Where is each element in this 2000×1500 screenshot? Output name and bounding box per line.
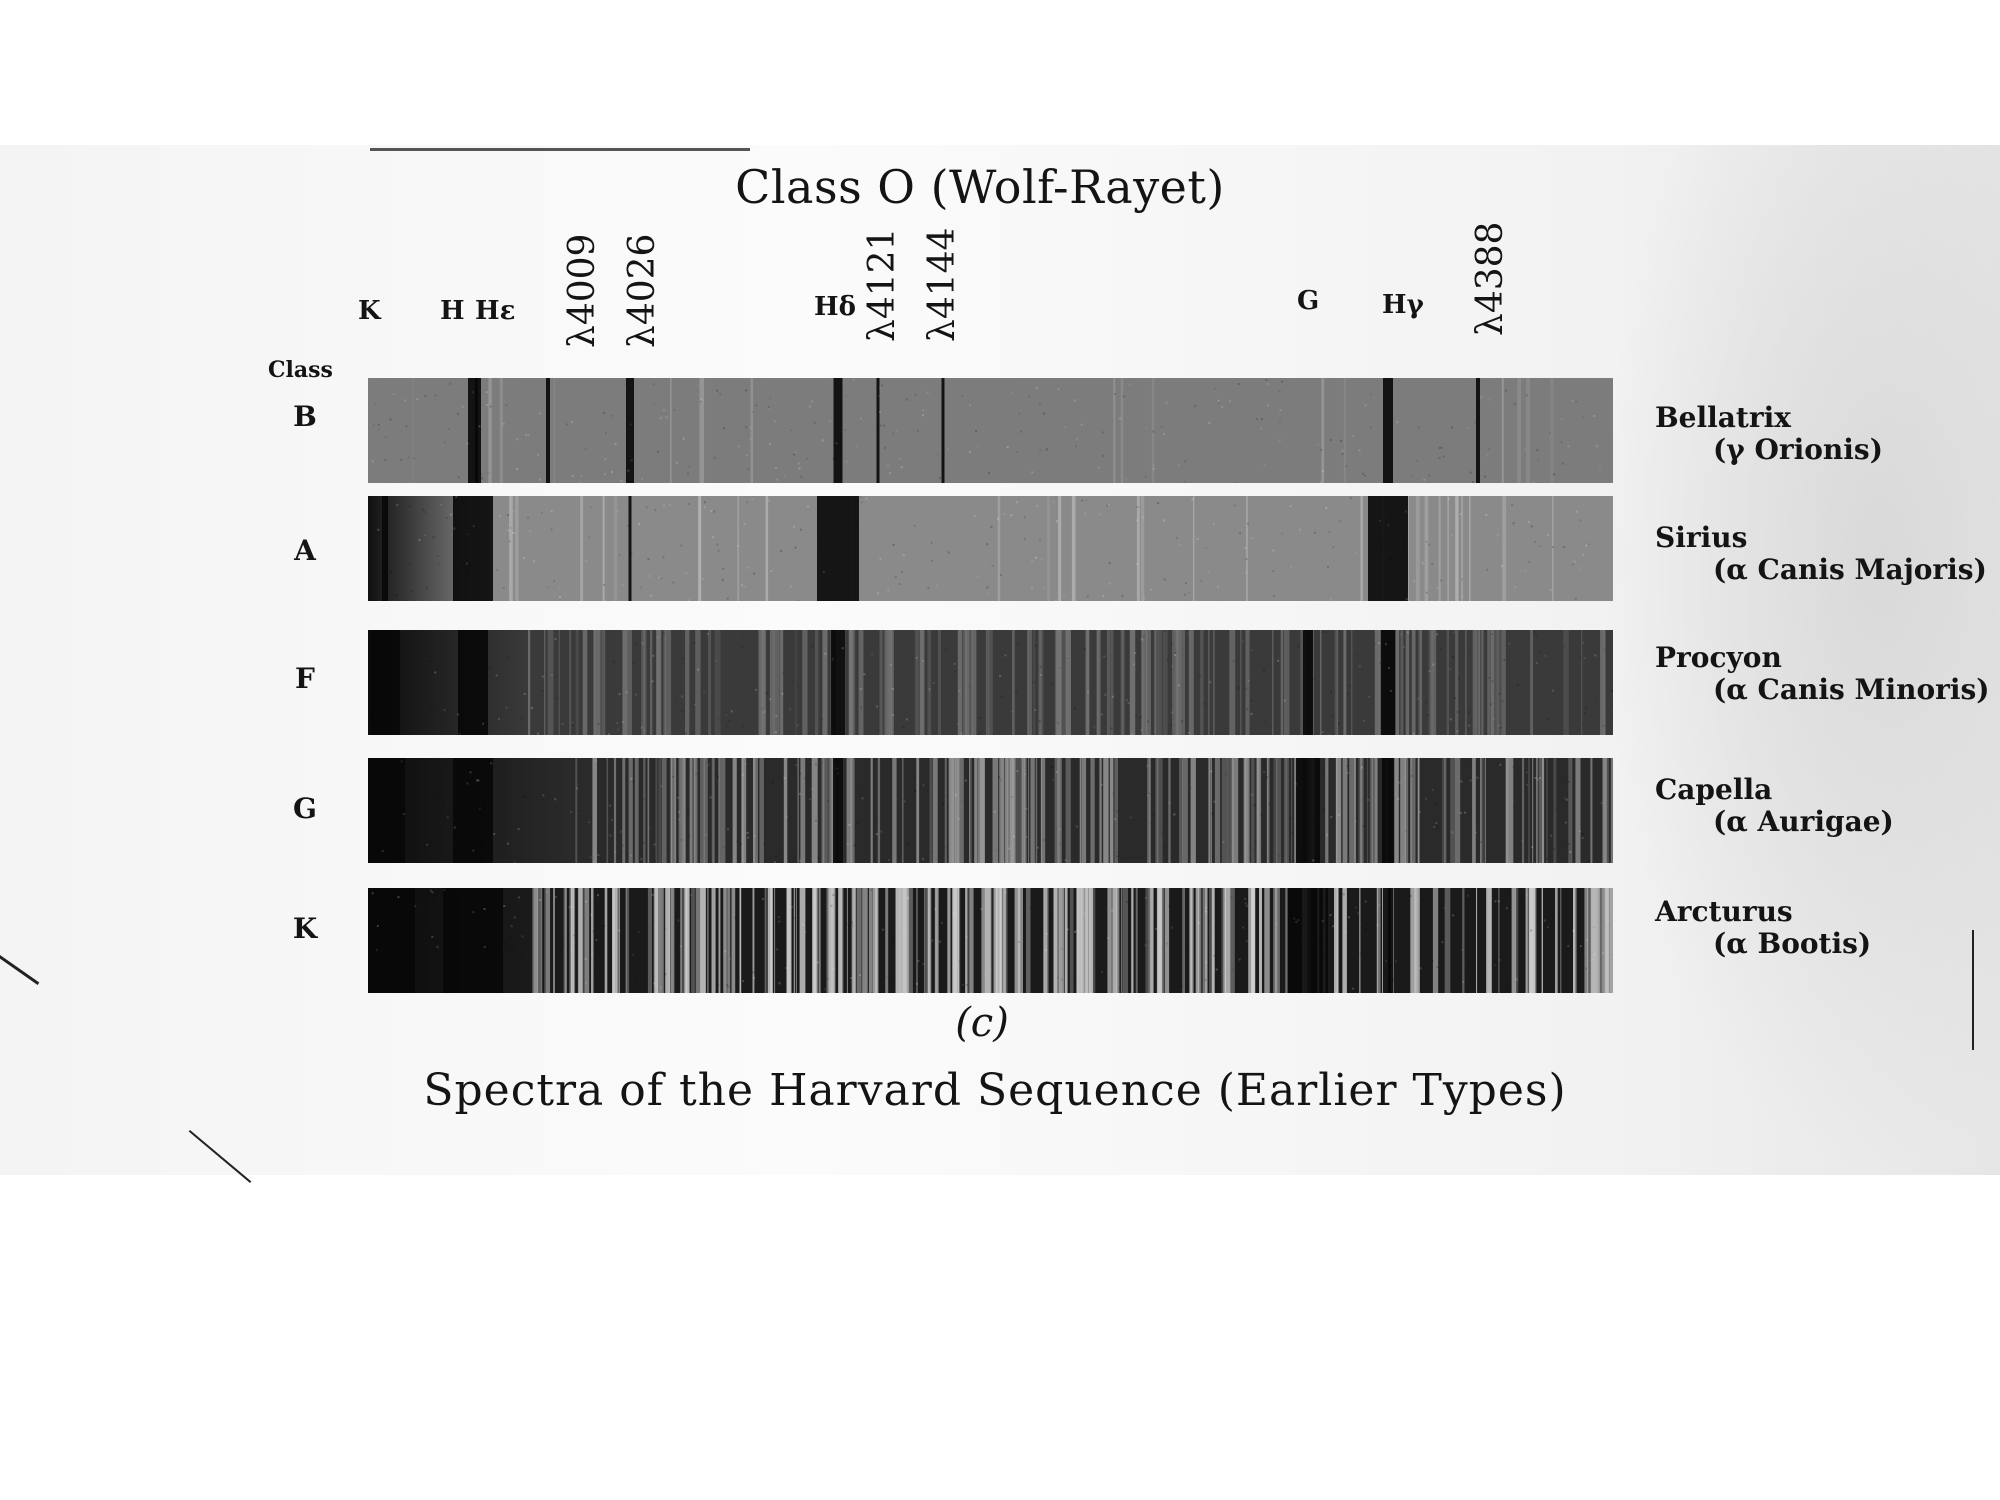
paper-shading (1600, 145, 2000, 1175)
line-label-4388: λ4388 (1470, 221, 1511, 336)
class-label-a: A (294, 534, 316, 567)
line-label-h-epsilon: Hε (475, 296, 516, 326)
line-label-k: K (358, 296, 381, 326)
star-label-capella: Capella (α Aurigae) (1655, 774, 1894, 838)
star-label-bellatrix: Bellatrix (γ Orionis) (1655, 402, 1883, 466)
star-name: Procyon (1655, 641, 1782, 674)
line-label-4144: λ4144 (922, 227, 963, 342)
class-column-header: Class (268, 357, 333, 383)
line-label-4026: λ4026 (622, 233, 663, 348)
class-label-b: B (293, 400, 317, 433)
star-designation: (α Bootis) (1713, 927, 1872, 960)
star-name: Capella (1655, 773, 1773, 806)
spectrum-strip-g (368, 758, 1613, 863)
star-name: Arcturus (1655, 895, 1793, 928)
star-label-sirius: Sirius (α Canis Majoris) (1655, 522, 1987, 586)
plate-edge-line (370, 148, 750, 151)
star-designation: (α Aurigae) (1713, 805, 1894, 838)
star-designation: (γ Orionis) (1713, 433, 1883, 466)
line-label-h: H (440, 296, 465, 326)
line-label-g: G (1297, 286, 1320, 316)
star-designation: (α Canis Majoris) (1713, 553, 1987, 586)
line-label-4121: λ4121 (862, 227, 903, 342)
spectrum-strip-f (368, 630, 1613, 735)
figure-title: Class O (Wolf-Rayet) (735, 160, 1225, 214)
plate-scratch (1972, 930, 1974, 1050)
star-label-procyon: Procyon (α Canis Minoris) (1655, 642, 1990, 706)
star-name: Sirius (1655, 521, 1748, 554)
class-label-g: G (293, 792, 317, 825)
spectrum-strip-b (368, 378, 1613, 483)
star-label-arcturus: Arcturus (α Bootis) (1655, 896, 1871, 960)
subfigure-label: (c) (955, 1000, 1009, 1046)
class-label-f: F (295, 662, 315, 695)
star-name: Bellatrix (1655, 401, 1791, 434)
figure-caption: Spectra of the Harvard Sequence (Earlier… (423, 1065, 1567, 1116)
line-label-h-delta: Hδ (814, 292, 856, 322)
class-label-k: K (292, 912, 318, 945)
line-label-4009: λ4009 (562, 233, 603, 348)
spectrum-strip-k (368, 888, 1613, 993)
spectrum-strip-a (368, 496, 1613, 601)
star-designation: (α Canis Minoris) (1713, 673, 1990, 706)
line-label-h-gamma: Hγ (1382, 290, 1424, 320)
